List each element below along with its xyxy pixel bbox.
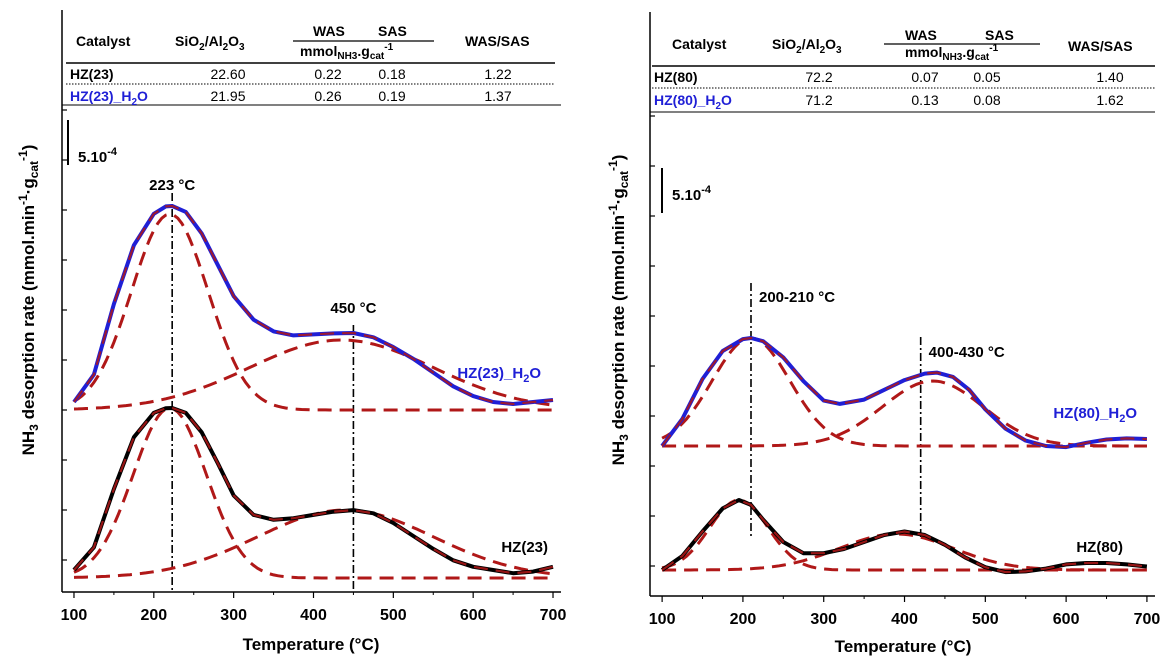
x-tick-label: 700: [1134, 611, 1160, 628]
series-labels: HZ(23)_H2O HZ(23): [457, 365, 548, 556]
peak-marker-label: 200-210 °C: [759, 289, 835, 306]
x-tick-label: 700: [540, 607, 567, 624]
gaussian-component: [73, 406, 553, 580]
acidity-table: Catalyst SiO2/Al2O3 WAS SAS mmolNH3.gcat…: [66, 23, 555, 108]
x-tick-label: 400: [300, 607, 327, 624]
chart-panel-hz80: 100 200 300 400 500 600 700 Catalyst SiO2/Al2O…: [606, 12, 1160, 656]
th-sio2-al2o3: SiO2/Al2O3: [175, 33, 245, 53]
table-rows: HZ(80) 72.2 0.07 0.05 1.40 HZ(80)_H2O 71.2 0.13…: [654, 69, 1124, 112]
x-tick-label: 300: [220, 607, 247, 624]
series-line: [72, 406, 554, 576]
cell-sas: 0.08: [973, 92, 1000, 108]
th-sas: SAS: [985, 27, 1014, 43]
series-labels: HZ(80)_H2O HZ(80): [1053, 405, 1137, 556]
th-sio2-al2o3: SiO2/Al2O3: [772, 36, 842, 56]
cell-was: 0.07: [911, 69, 938, 85]
cell-was: 0.13: [911, 92, 938, 108]
x-ticks: 100 200 300 400 500 600 700: [61, 592, 567, 624]
series-line: [660, 498, 1148, 575]
table-row: HZ(23)_H2O 21.95 0.26 0.19 1.37: [70, 88, 512, 108]
x-tick-label: 500: [380, 607, 407, 624]
x-ticks: 100 200 300 400 500 600 700: [649, 596, 1160, 628]
cell-sas: 0.18: [378, 66, 405, 82]
th-was: WAS: [313, 23, 345, 39]
chart-panel-hz23: 100 200 300 400 500 600 700 Catalyst SiO2/Al2O…: [16, 10, 566, 654]
y-axis-title: NH3 desorption rate (mmol.min-1·gcat-1): [606, 155, 631, 466]
cell-sio2-al2o3: 71.2: [805, 92, 832, 108]
cell-was-sas: 1.62: [1096, 92, 1123, 108]
cell-catalyst: HZ(80)_H2O: [654, 92, 732, 112]
cell-was-sas: 1.40: [1096, 69, 1123, 85]
table-row: HZ(80) 72.2 0.07 0.05 1.40: [654, 69, 1124, 85]
cell-sio2-al2o3: 22.60: [210, 66, 245, 82]
cell-was-sas: 1.22: [484, 66, 511, 82]
th-unit: mmolNH3.gcat-1: [905, 43, 999, 63]
th-was: WAS: [905, 27, 937, 43]
cell-sas: 0.05: [973, 69, 1000, 85]
y-axis-title: NH3 desorption rate (mmol.min-1·gcat-1): [16, 145, 41, 456]
gaussian-component: [662, 532, 1147, 572]
series-line: [660, 336, 1147, 450]
x-axis-title: Temperature (°C): [835, 637, 972, 656]
x-tick-label: 300: [810, 611, 837, 628]
acidity-table: Catalyst SiO2/Al2O3 WAS SAS mmolNH3.gcat…: [652, 27, 1155, 112]
peak-markers: 223 °C 450 °C: [149, 177, 377, 592]
th-was-sas: WAS/SAS: [465, 33, 530, 49]
table-rows: HZ(23) 22.60 0.22 0.18 1.22 HZ(23)_H2O 21.95 0.…: [70, 66, 512, 108]
peak-marker-label: 223 °C: [149, 177, 195, 194]
th-unit: mmolNH3.gcat-1: [300, 42, 394, 62]
tpd-curves: [660, 336, 1148, 575]
x-tick-label: 100: [61, 607, 88, 624]
cell-catalyst: HZ(23): [70, 66, 114, 82]
gaussian-component: [73, 212, 553, 412]
th-sas: SAS: [378, 23, 407, 39]
x-tick-label: 400: [891, 611, 918, 628]
th-was-sas: WAS/SAS: [1068, 38, 1133, 54]
x-axis-title: Temperature (°C): [243, 635, 380, 654]
x-tick-label: 200: [730, 611, 757, 628]
peak-markers: 200-210 °C 400-430 °C: [750, 283, 1005, 537]
x-tick-label: 500: [972, 611, 999, 628]
table-row: HZ(23) 22.60 0.22 0.18 1.22: [70, 66, 512, 82]
x-tick-label: 100: [649, 611, 676, 628]
scale-bar-label: 5.10-4: [672, 184, 712, 204]
series-fit: [73, 204, 554, 406]
peak-marker-label: 400-430 °C: [929, 344, 1005, 361]
series-label: HZ(80): [1076, 539, 1123, 556]
th-catalyst: Catalyst: [672, 36, 727, 52]
series-label: HZ(23)_H2O: [457, 365, 541, 385]
gaussian-component: [73, 338, 554, 411]
tpd-curves: [72, 204, 554, 580]
cell-was: 0.26: [314, 88, 341, 104]
cell-was: 0.22: [314, 66, 341, 82]
series-fit: [661, 498, 1148, 574]
x-tick-label: 200: [140, 607, 167, 624]
series-label: HZ(23): [501, 539, 548, 556]
table-row: HZ(80)_H2O 71.2 0.13 0.08 1.62: [654, 92, 1124, 112]
cell-catalyst: HZ(80): [654, 69, 698, 85]
cell-sio2-al2o3: 21.95: [210, 88, 245, 104]
y-ticks: [650, 115, 655, 567]
cell-sio2-al2o3: 72.2: [805, 69, 832, 85]
cell-sas: 0.19: [378, 88, 405, 104]
x-tick-label: 600: [460, 607, 487, 624]
gaussian-component: [661, 336, 1147, 448]
series-fit: [661, 336, 1147, 449]
x-tick-label: 600: [1053, 611, 1080, 628]
cell-was-sas: 1.37: [484, 88, 511, 104]
y-ticks: [62, 109, 67, 561]
th-catalyst: Catalyst: [76, 33, 131, 49]
series-label: HZ(80)_H2O: [1053, 405, 1137, 425]
cell-catalyst: HZ(23)_H2O: [70, 88, 148, 108]
series-fit: [73, 406, 554, 575]
scale-bar-label: 5.10-4: [78, 146, 118, 166]
peak-marker-label: 450 °C: [330, 300, 376, 317]
